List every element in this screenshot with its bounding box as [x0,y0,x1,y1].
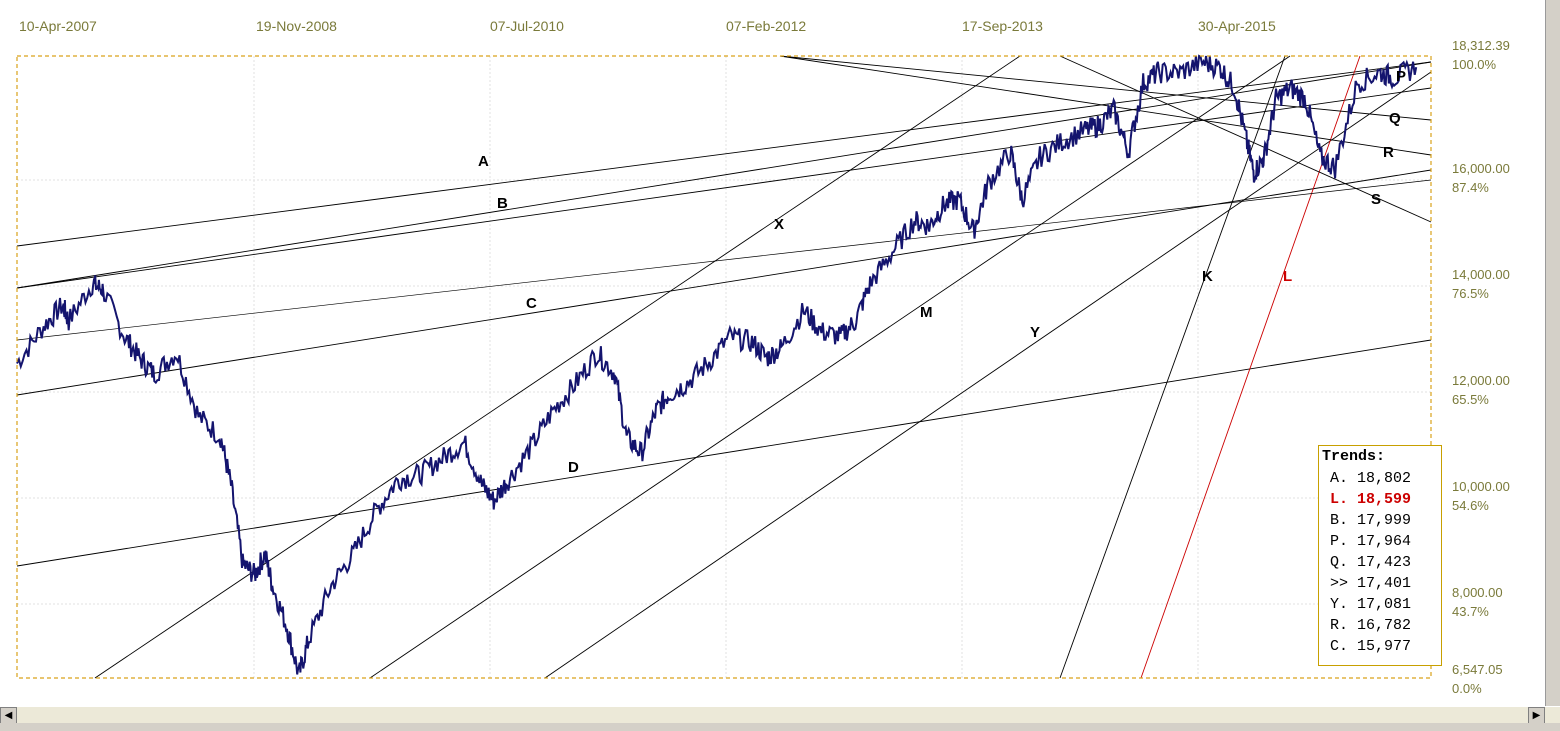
trendline-q [779,55,1432,121]
y-percent-label: 0.0% [1452,681,1482,696]
y-percent-label: 43.7% [1452,604,1489,619]
y-price-label: 8,000.00 [1452,585,1503,600]
trendline-label-b: B [497,195,508,212]
trendline-p [16,61,1432,289]
trendline-r [779,55,1432,156]
y-percent-label: 100.0% [1452,57,1497,72]
trendline-label-m: M [920,304,933,321]
price-chart [16,54,1432,679]
chart-window: 10-Apr-2007 19-Nov-2008 07-Jul-2010 07-F… [0,0,1546,706]
arrow-left-icon[interactable]: ◀ [0,707,17,724]
trendline-c [16,169,1432,396]
y-price-label: 18,312.39 [1452,38,1510,53]
horizontal-scrollbar[interactable]: ◀ ▶ [0,706,1560,724]
trendline-label-x: X [774,216,785,233]
trend-item: B. 17,999 [1330,512,1412,529]
price-series-line [16,54,1418,675]
y-price-label: 10,000.00 [1452,479,1510,494]
trendline-label-a: A [478,153,489,170]
x-tick-label: 07-Jul-2010 [490,18,564,34]
trendline-extra [16,179,1432,341]
trendline-b [16,87,1432,289]
trendline-y [544,71,1432,679]
trend-item: C. 15,977 [1330,638,1412,655]
trend-item: L. 18,599 [1330,491,1412,508]
x-tick-label: 19-Nov-2008 [256,18,337,34]
scroll-track[interactable] [17,707,1543,724]
trendline-s [1059,55,1432,223]
trend-item: Y. 17,081 [1330,596,1412,613]
trendline-d [16,339,1432,567]
x-tick-label: 07-Feb-2012 [726,18,807,34]
trendline-label-q: Q [1389,110,1401,127]
x-tick-label: 17-Sep-2013 [962,18,1043,34]
y-price-label: 14,000.00 [1452,267,1510,282]
x-tick-label: 10-Apr-2007 [19,18,97,34]
trend-item: A. 18,802 [1330,470,1412,487]
y-percent-label: 65.5% [1452,392,1489,407]
arrow-right-icon[interactable]: ▶ [1528,707,1545,724]
trendline-label-d: D [568,459,579,476]
trendlines [16,55,1432,679]
trendline-x [94,55,1021,679]
trendline-label-s: S [1371,191,1382,208]
grid-lines [17,56,1431,678]
trendline-label-k: K [1202,268,1213,285]
trendline-label-p: P [1396,68,1407,85]
trends-title: Trends: [1322,448,1386,465]
trend-item: R. 16,782 [1330,617,1412,634]
y-price-label: 12,000.00 [1452,373,1510,388]
trendline-m [369,55,1291,679]
trendline-label-y: Y [1030,324,1041,341]
y-price-label: 16,000.00 [1452,161,1510,176]
trendline-k [1059,55,1286,679]
trendline-label-c: C [526,295,537,312]
trendline-a [16,61,1432,247]
status-strip [0,723,1560,731]
y-percent-label: 54.6% [1452,498,1489,513]
trendline-label-r: R [1383,144,1394,161]
trend-item: P. 17,964 [1330,533,1412,550]
trendline-label-l: L [1283,268,1293,285]
x-tick-label: 30-Apr-2015 [1198,18,1276,34]
trend-item: Q. 17,423 [1330,554,1412,571]
y-percent-label: 76.5% [1452,286,1489,301]
y-percent-label: 87.4% [1452,180,1489,195]
plot-frame [16,55,1432,679]
y-price-label: 6,547.05 [1452,662,1503,677]
trends-legend-box: Trends: A. 18,802 L. 18,599 B. 17,999 P.… [1318,445,1442,666]
trend-item: >> 17,401 [1330,575,1412,592]
